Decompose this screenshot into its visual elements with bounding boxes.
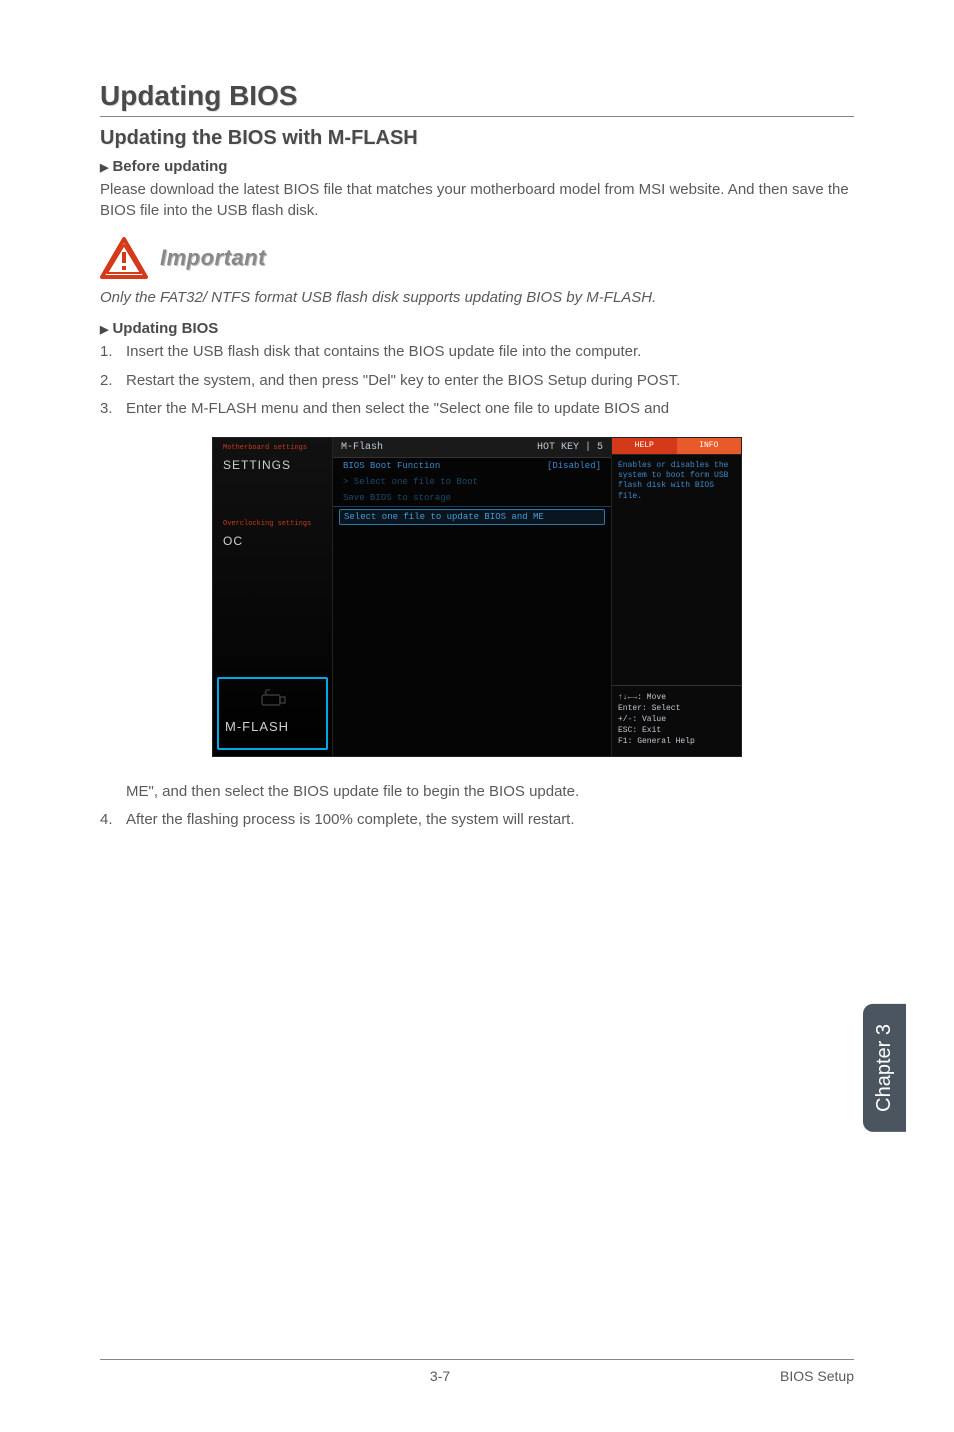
sidebar-item-settings[interactable]: SETTINGS bbox=[223, 458, 322, 472]
bios-sidebar: Motherboard settings SETTINGS Overclocki… bbox=[213, 438, 333, 756]
bios-breadcrumb: M-Flash bbox=[341, 442, 383, 453]
bios-key-hints: ↑↓←→: Move Enter: Select +/-: Value ESC:… bbox=[612, 685, 741, 756]
bios-option-row[interactable]: > Select one file to Boot bbox=[333, 474, 611, 490]
bios-hotkey-hint: HOT KEY | 5 bbox=[537, 442, 603, 453]
important-callout: Important bbox=[100, 237, 854, 279]
sidebar-item-mflash[interactable]: M-FLASH bbox=[217, 677, 328, 750]
key-hint: +/-: Value bbox=[618, 714, 735, 725]
step-item: Insert the USB flash disk that contains … bbox=[100, 341, 854, 364]
tab-help[interactable]: HELP bbox=[612, 438, 677, 454]
tab-info[interactable]: INFO bbox=[677, 438, 742, 454]
key-hint: F1: General Help bbox=[618, 736, 735, 747]
warning-icon bbox=[100, 237, 148, 279]
before-updating-text: Please download the latest BIOS file tha… bbox=[100, 179, 854, 221]
bios-option-row[interactable]: Save BIOS to storage bbox=[333, 490, 611, 507]
usb-icon bbox=[260, 687, 286, 709]
steps-list: Insert the USB flash disk that contains … bbox=[100, 341, 854, 421]
page-footer: 3-7 BIOS Setup bbox=[100, 1359, 854, 1384]
important-label: Important bbox=[160, 245, 266, 271]
footer-section: BIOS Setup bbox=[780, 1368, 854, 1384]
bios-option-row[interactable]: BIOS Boot Function [Disabled] bbox=[333, 458, 611, 474]
updating-bios-heading: ▶Updating BIOS bbox=[100, 320, 854, 337]
sidebar-sublabel: Overclocking settings bbox=[223, 520, 322, 528]
bios-screenshot: Motherboard settings SETTINGS Overclocki… bbox=[212, 437, 742, 757]
sidebar-sublabel: Motherboard settings bbox=[223, 444, 322, 452]
step-item: Restart the system, and then press "Del"… bbox=[100, 370, 854, 393]
chapter-tab: Chapter 3 bbox=[863, 1004, 906, 1132]
important-note: Only the FAT32/ NTFS format USB flash di… bbox=[100, 287, 854, 308]
key-hint: Enter: Select bbox=[618, 703, 735, 714]
triangle-icon: ▶ bbox=[100, 324, 108, 336]
bios-help-text: Enables or disables the system to boot f… bbox=[612, 454, 741, 509]
step-item: Enter the M-FLASH menu and then select t… bbox=[100, 398, 854, 421]
page-title: Updating BIOS bbox=[100, 80, 854, 117]
step-item: After the flashing process is 100% compl… bbox=[100, 809, 854, 832]
step3-continuation: ME", and then select the BIOS update fil… bbox=[100, 781, 854, 804]
bios-selected-option[interactable]: Select one file to update BIOS and ME bbox=[339, 509, 605, 525]
triangle-icon: ▶ bbox=[100, 162, 108, 174]
bios-breadcrumb-bar: M-Flash HOT KEY | 5 bbox=[333, 438, 611, 458]
bios-main-panel: M-Flash HOT KEY | 5 BIOS Boot Function [… bbox=[333, 438, 611, 756]
before-updating-heading: ▶Before updating bbox=[100, 158, 854, 175]
key-hint: ESC: Exit bbox=[618, 725, 735, 736]
key-hint: ↑↓←→: Move bbox=[618, 692, 735, 703]
section-subtitle: Updating the BIOS with M-FLASH bbox=[100, 127, 854, 150]
bios-help-panel: HELP INFO Enables or disables the system… bbox=[611, 438, 741, 756]
footer-page-number: 3-7 bbox=[430, 1368, 450, 1384]
sidebar-item-oc[interactable]: OC bbox=[223, 534, 322, 548]
